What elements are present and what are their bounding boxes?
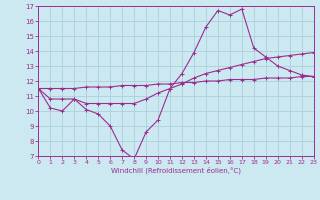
X-axis label: Windchill (Refroidissement éolien,°C): Windchill (Refroidissement éolien,°C) [111,167,241,174]
